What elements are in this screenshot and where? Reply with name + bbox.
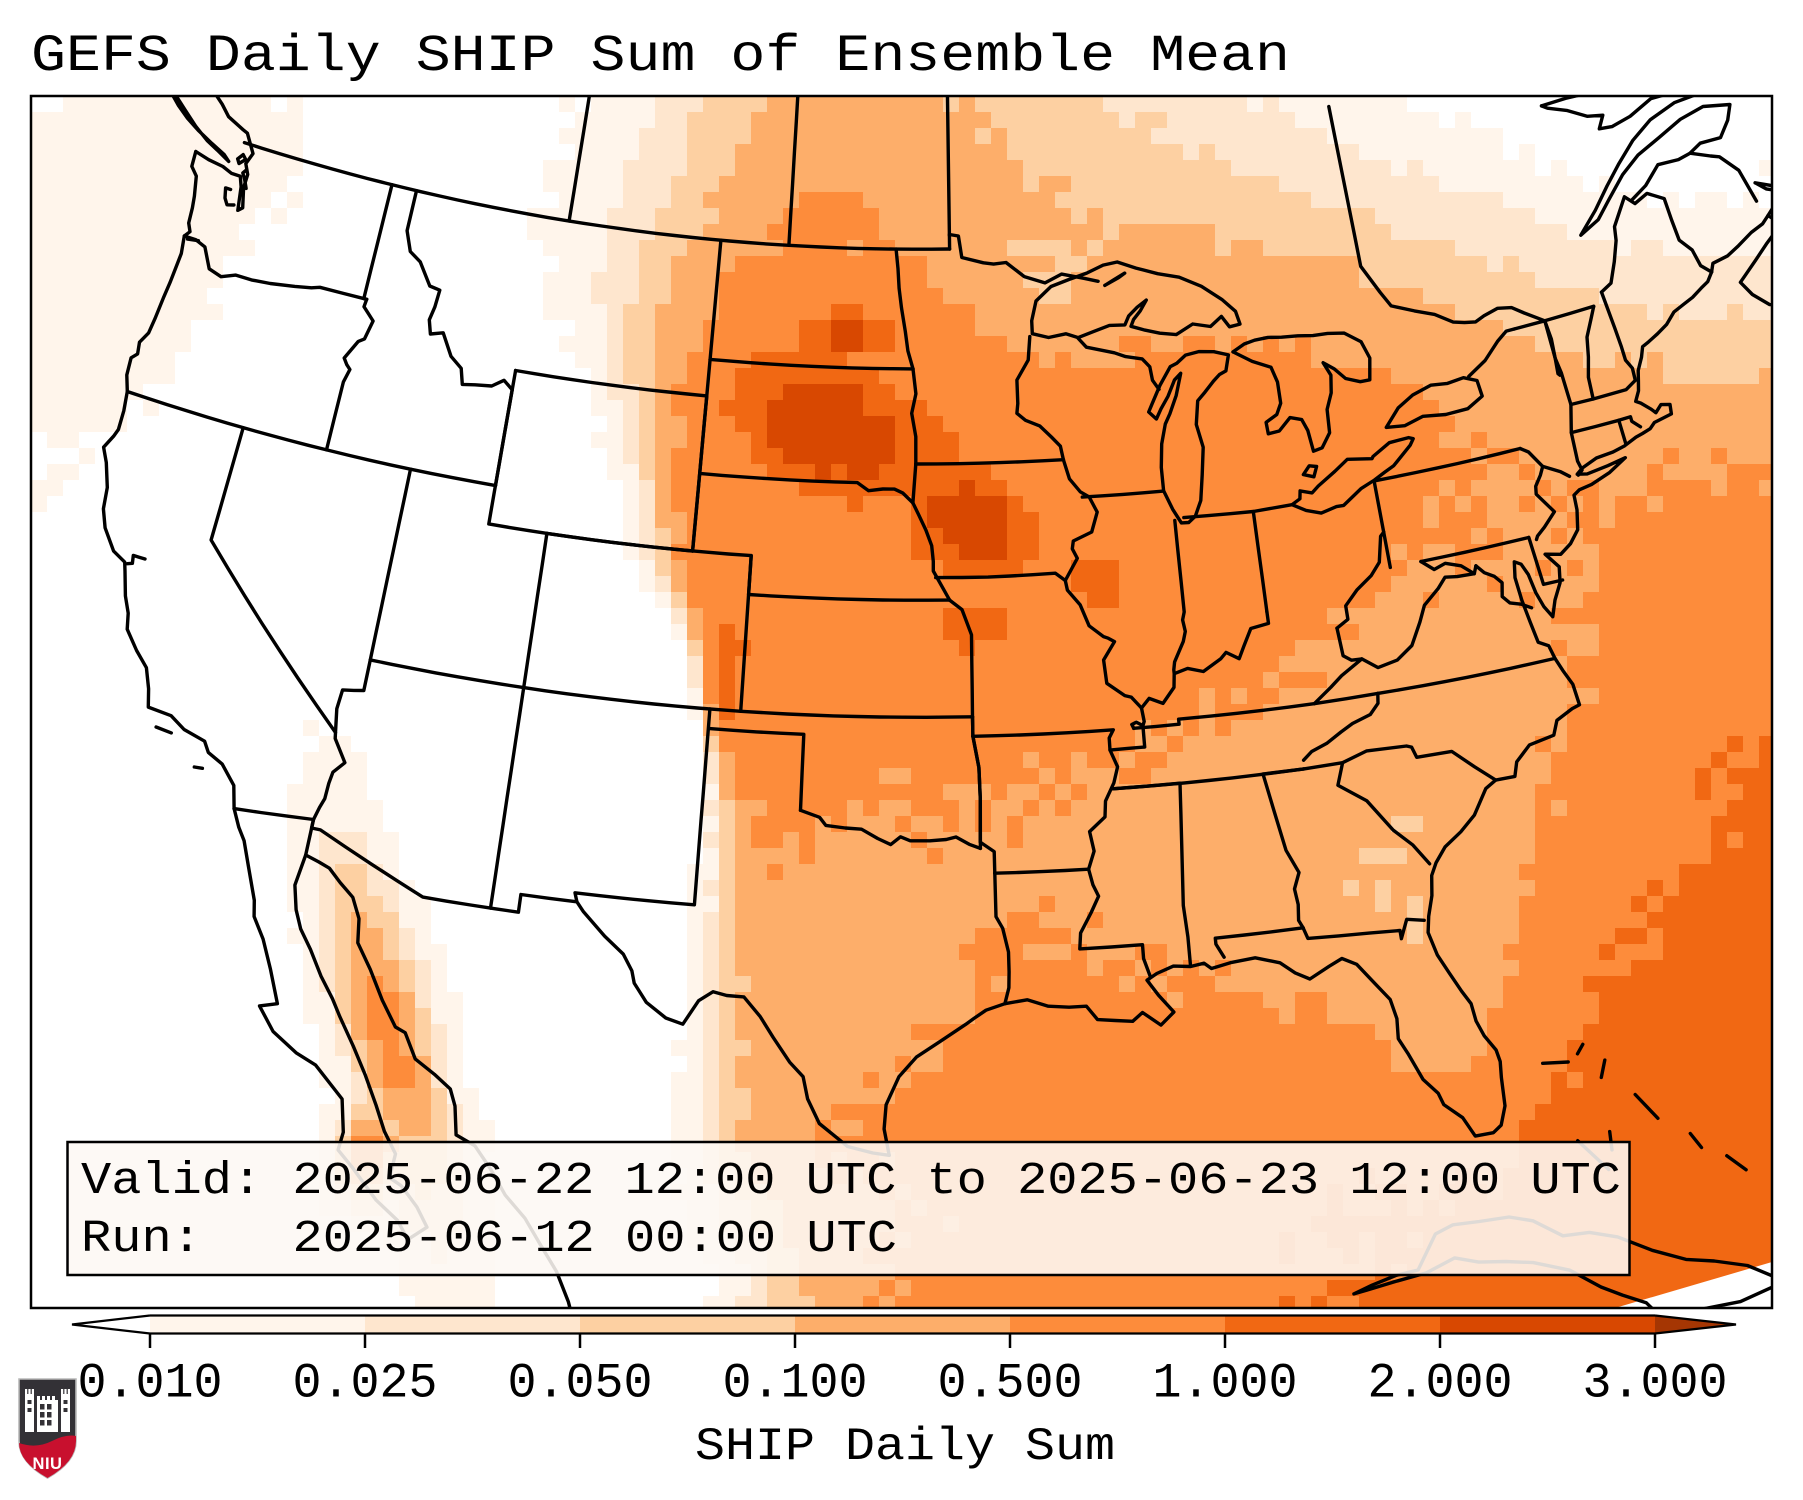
svg-text:0.100: 0.100 bbox=[723, 1356, 868, 1412]
svg-text:NIU: NIU bbox=[33, 1455, 63, 1473]
svg-text:1.000: 1.000 bbox=[1153, 1356, 1298, 1412]
svg-text:Run: 2025-06-12 00:00 UTC: Run: 2025-06-12 00:00 UTC bbox=[81, 1214, 897, 1265]
svg-text:0.025: 0.025 bbox=[293, 1356, 438, 1412]
svg-text:0.050: 0.050 bbox=[508, 1356, 653, 1412]
svg-text:Valid: 2025-06-22 12:00 UTC to: Valid: 2025-06-22 12:00 UTC to 2025-06-2… bbox=[81, 1156, 1621, 1207]
svg-text:GEFS Daily SHIP Sum of Ensembl: GEFS Daily SHIP Sum of Ensemble Mean bbox=[31, 28, 1290, 86]
svg-text:0.010: 0.010 bbox=[78, 1356, 223, 1412]
svg-text:2.000: 2.000 bbox=[1368, 1356, 1513, 1412]
svg-text:SHIP Daily Sum: SHIP Daily Sum bbox=[695, 1421, 1115, 1473]
svg-text:3.000: 3.000 bbox=[1583, 1356, 1728, 1412]
svg-text:0.500: 0.500 bbox=[938, 1356, 1083, 1412]
